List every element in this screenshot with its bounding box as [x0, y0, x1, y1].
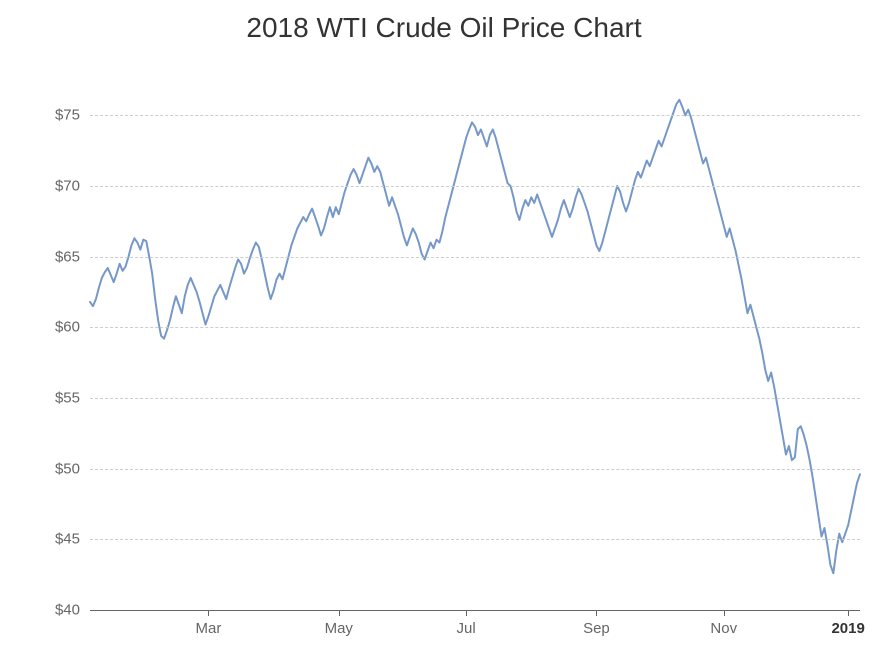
- gridline: [90, 257, 860, 258]
- y-tick-label: $65: [55, 248, 80, 265]
- x-tick-label: May: [325, 620, 353, 637]
- y-tick-label: $75: [55, 107, 80, 124]
- gridline: [90, 327, 860, 328]
- gridline: [90, 469, 860, 470]
- x-tick-label: Sep: [583, 620, 610, 637]
- x-tick-mark: [724, 610, 725, 616]
- x-axis: [90, 610, 860, 611]
- gridline: [90, 186, 860, 187]
- x-tick-label: 2019: [831, 620, 864, 637]
- x-tick-label: Jul: [457, 620, 476, 637]
- y-tick-label: $50: [55, 460, 80, 477]
- price-line-svg: [90, 80, 860, 610]
- y-tick-label: $55: [55, 390, 80, 407]
- gridline: [90, 398, 860, 399]
- gridline: [90, 115, 860, 116]
- chart-title: 2018 WTI Crude Oil Price Chart: [0, 12, 888, 44]
- x-tick-label: Nov: [710, 620, 737, 637]
- x-tick-mark: [339, 610, 340, 616]
- x-tick-mark: [208, 610, 209, 616]
- y-tick-label: $70: [55, 178, 80, 195]
- y-tick-label: $45: [55, 531, 80, 548]
- chart-container: 2018 WTI Crude Oil Price Chart $40$45$50…: [0, 0, 888, 650]
- y-tick-label: $60: [55, 319, 80, 336]
- x-tick-mark: [466, 610, 467, 616]
- plot-area: $40$45$50$55$60$65$70$75MarMayJulSepNov2…: [90, 80, 860, 610]
- y-tick-label: $40: [55, 602, 80, 619]
- x-tick-mark: [596, 610, 597, 616]
- x-tick-mark: [848, 610, 849, 616]
- price-line: [90, 100, 860, 573]
- gridline: [90, 539, 860, 540]
- x-tick-label: Mar: [196, 620, 222, 637]
